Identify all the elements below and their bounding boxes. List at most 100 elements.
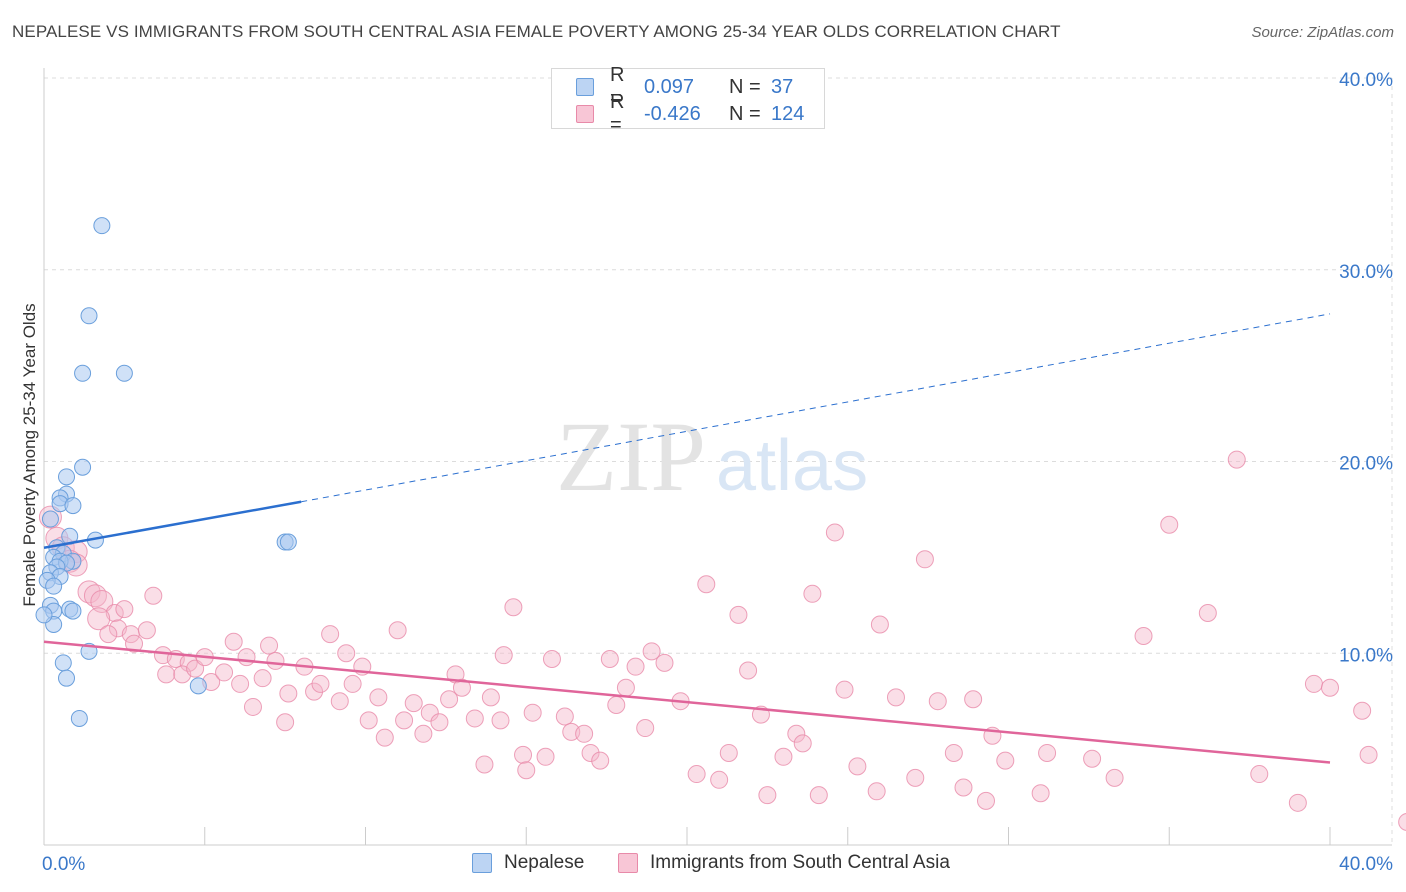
pink-point: [359, 711, 378, 730]
pink-point: [144, 586, 163, 605]
pink-point: [369, 688, 388, 707]
n-label: N =: [729, 102, 761, 125]
pink-point: [1359, 745, 1378, 764]
legend-label: Nepalese: [504, 852, 585, 873]
pink-point: [542, 650, 561, 669]
tick-labels: 10.0% 20.0% 30.0% 40.0% 0.0% 40.0%: [42, 70, 1393, 875]
pink-point: [1304, 674, 1323, 693]
pink-point: [375, 728, 394, 747]
pink-trend-line: [43, 640, 1331, 764]
pink-point: [224, 632, 243, 651]
pink-point: [266, 651, 285, 670]
pink-point: [504, 598, 523, 617]
pink-point: [1398, 813, 1406, 831]
pink-point: [514, 745, 533, 764]
pink-point: [803, 584, 822, 603]
pink-point: [105, 603, 124, 622]
pink-point: [388, 621, 407, 640]
source-label: Source: ZipAtlas.com: [1251, 24, 1394, 41]
pink-point: [774, 747, 793, 766]
pink-point: [404, 694, 423, 713]
n-label: N =: [729, 75, 761, 98]
pink-point: [321, 625, 340, 644]
blue-point: [80, 307, 98, 325]
y-axis-label: Female Poverty Among 25-34 Year Olds: [20, 303, 39, 606]
pink-swatch: [576, 105, 594, 123]
pink-point: [243, 697, 262, 716]
n-value: 124: [771, 102, 805, 125]
pink-point: [1250, 765, 1269, 784]
pink-point: [793, 734, 812, 753]
watermark-zip: ZIP: [556, 401, 706, 512]
pink-point: [719, 743, 738, 762]
pink-point: [944, 743, 963, 762]
pink-point: [555, 707, 574, 726]
trend-lines: [43, 313, 1331, 764]
blue-point: [64, 602, 82, 620]
y-tick-label: 20.0%: [1339, 454, 1393, 475]
blue-point: [45, 577, 63, 595]
pink-point: [1031, 784, 1050, 803]
pink-point: [616, 678, 635, 697]
pink-point: [729, 605, 748, 624]
blue-trend-extension: [301, 313, 1331, 503]
pink-point: [739, 661, 758, 680]
pink-point: [626, 657, 645, 676]
pink-point: [1227, 450, 1246, 469]
pink-point: [915, 550, 934, 569]
pink-point: [414, 724, 433, 743]
pink-point: [1288, 793, 1307, 812]
pink-point: [420, 703, 439, 722]
blue-trend-line: [43, 500, 302, 550]
blue-point: [279, 533, 297, 551]
r-value: 0.097: [644, 75, 695, 98]
pink-point: [99, 625, 118, 644]
pink-point: [1038, 743, 1057, 762]
x-tick-label: 0.0%: [42, 854, 85, 875]
pink-point: [758, 786, 777, 805]
legend-row-nepalese: R = 0.097 N = 37: [576, 64, 811, 109]
pink-point: [636, 719, 655, 738]
pink-point: [536, 747, 555, 766]
pink-point: [642, 642, 661, 661]
pink-point: [237, 648, 256, 667]
pink-point: [870, 615, 889, 634]
pink-point: [1321, 678, 1339, 697]
pink-point: [906, 768, 925, 787]
pink-point: [77, 580, 101, 604]
r-label: R =: [610, 64, 625, 109]
pink-point: [1083, 749, 1102, 768]
pink-point: [157, 665, 176, 684]
blue-point: [70, 709, 88, 727]
pink-point: [607, 696, 626, 715]
pink-point: [430, 713, 449, 732]
x-tick-label: 40.0%: [1339, 854, 1393, 875]
pink-point: [440, 690, 459, 709]
blue-point: [74, 364, 92, 382]
pink-point: [697, 575, 716, 594]
blue-point: [41, 510, 59, 528]
y-tick-label: 10.0%: [1339, 645, 1393, 666]
legend-row-immigrants: R = -0.426 N = 124: [576, 91, 811, 136]
pink-point: [600, 650, 619, 669]
pink-point: [215, 663, 234, 682]
pink-point: [825, 523, 844, 542]
pink-point: [867, 782, 886, 801]
blue-point: [35, 606, 53, 624]
pink-point: [186, 659, 205, 678]
chart-title: NEPALESE VS IMMIGRANTS FROM SOUTH CENTRA…: [12, 22, 1061, 41]
blue-point: [54, 654, 72, 672]
pink-point: [1160, 515, 1179, 534]
pink-point: [835, 680, 854, 699]
pink-point: [276, 713, 295, 732]
pink-point: [311, 674, 330, 693]
blue-point: [93, 217, 111, 235]
pink-point: [976, 791, 995, 810]
blue-point: [115, 364, 133, 382]
n-value: 37: [771, 75, 794, 98]
pink-point: [395, 711, 414, 730]
pink-point: [90, 589, 114, 613]
pink-point: [260, 636, 279, 655]
pink-swatch: [618, 853, 638, 873]
